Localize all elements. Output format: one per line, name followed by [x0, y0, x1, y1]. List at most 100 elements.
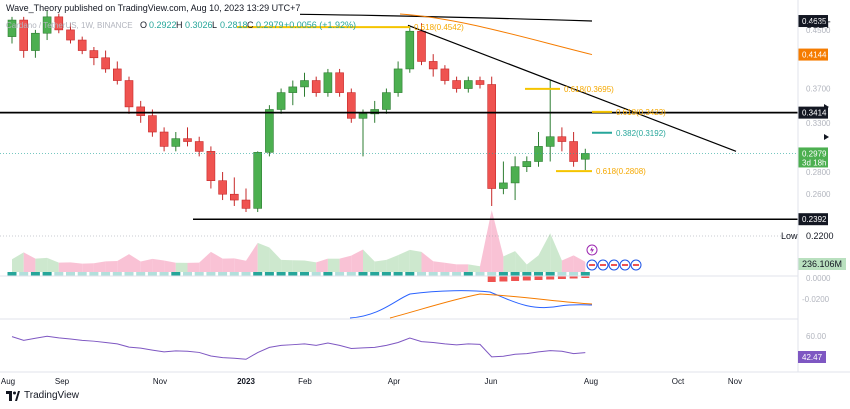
volume-segment — [152, 258, 165, 272]
volume-segment — [327, 258, 340, 272]
candle-body — [265, 109, 274, 153]
macd-histogram-bar — [569, 276, 578, 279]
macd-hist-bar — [510, 272, 520, 276]
candle-body — [124, 80, 134, 108]
candle-body — [300, 80, 309, 88]
macd-hist-bar — [7, 272, 17, 276]
macd-hist-bar — [358, 272, 368, 276]
candle-body — [148, 115, 157, 133]
price-tag-bg — [798, 48, 828, 61]
volume-segment — [409, 249, 422, 272]
macd-hist-bar — [77, 272, 87, 276]
candle-body — [557, 136, 567, 142]
price-tag-label: 0.4144 — [802, 51, 827, 60]
volume-segment — [140, 258, 153, 272]
candle-body — [101, 57, 110, 70]
candle-body — [569, 141, 578, 162]
macd-hist-bar — [335, 272, 345, 276]
macd-hist-bar — [300, 272, 309, 276]
low-label: L — [212, 20, 217, 30]
volume-segment — [363, 249, 375, 272]
candle-body — [89, 50, 99, 59]
macd-hist-bar — [241, 272, 251, 276]
price-tick-1: 0.3700 — [806, 85, 831, 94]
volume-value: 236.106M — [802, 259, 842, 269]
volume-area-layer — [7, 210, 590, 276]
candle-body — [194, 141, 204, 152]
price-tick-3: 0.2800 — [806, 168, 831, 177]
candle-body — [171, 138, 181, 147]
publisher-line: Wave_Theory published on TradingView.com… — [6, 3, 300, 13]
macd-histogram-bar — [499, 276, 508, 282]
volume-segment — [503, 251, 516, 272]
price-tag-label: 0.4635 — [802, 17, 827, 26]
macd-hist-bar — [276, 272, 286, 276]
candle-body — [136, 106, 145, 116]
candle-body — [463, 80, 473, 89]
volume-segment — [47, 257, 59, 272]
macd-hist-bar — [522, 272, 532, 276]
event-icons — [586, 259, 642, 271]
volume-segment — [222, 258, 235, 272]
volume-segment — [304, 260, 317, 272]
macd-tick-0: 0.0000 — [806, 274, 831, 283]
candle-body — [42, 16, 52, 34]
price-tag-bg — [798, 147, 828, 168]
macd-histogram-bar — [522, 276, 531, 281]
macd-hist-bar — [545, 272, 555, 276]
candle-body — [253, 152, 262, 209]
volume-segment — [386, 255, 399, 272]
volume-segment — [351, 249, 363, 272]
candle-body — [499, 182, 508, 189]
macd-hist-bar — [498, 272, 508, 276]
volume-segment — [468, 264, 480, 272]
macd-histogram-bar — [546, 276, 555, 280]
candle-body — [440, 68, 450, 81]
time-axis: Aug Sep Nov 2023 Feb Apr Jun Aug Oct Nov — [1, 377, 742, 386]
earnings-flag-icon-mark — [633, 264, 639, 266]
low-value: 0.2818 — [220, 20, 248, 30]
macd-hist-bar — [218, 272, 228, 276]
volume-segment — [515, 251, 527, 272]
macd-hist-bar — [206, 272, 216, 276]
candle-body — [580, 153, 590, 160]
volume-segment — [269, 247, 282, 272]
candle-body — [218, 180, 227, 195]
time-tick: Feb — [298, 377, 312, 386]
macd-hist-bar — [171, 272, 181, 276]
time-tick: Aug — [1, 377, 15, 386]
volume-segment — [93, 261, 106, 272]
price-tick-0: 0.4500 — [806, 26, 831, 35]
volume-segment — [526, 255, 539, 272]
volume-segment — [82, 263, 94, 272]
macd-hist-bar — [112, 272, 122, 276]
axis-arrow-icon — [824, 104, 829, 110]
macd-hist-bar — [475, 272, 485, 276]
macd-histogram-bar — [534, 276, 543, 280]
volume-segment — [35, 257, 48, 272]
macd-hist-bar — [253, 272, 263, 276]
candle-body — [393, 68, 403, 93]
low-caption: Low — [781, 231, 798, 241]
price-tick-2: 0.3300 — [806, 119, 831, 128]
candle-body — [77, 39, 87, 51]
macd-hist-bar — [405, 272, 415, 276]
macd-hist-bar — [66, 272, 75, 276]
volume-segment — [480, 210, 492, 272]
volume-segment — [164, 260, 176, 272]
time-tick: 2023 — [237, 377, 255, 386]
candle-body — [183, 138, 192, 142]
candles-layer — [7, 10, 590, 213]
macd-histogram-bar — [557, 276, 566, 279]
macd-hist-bar — [42, 272, 52, 276]
macd-hist-bar — [370, 272, 380, 276]
candle-body — [405, 30, 415, 70]
earnings-flag-icon-mark — [589, 264, 595, 266]
candle-body — [534, 146, 543, 162]
tradingview-logo-icon — [6, 390, 20, 401]
candle-body — [31, 32, 40, 51]
candle-body — [276, 92, 286, 110]
candle-body — [335, 72, 344, 93]
close-value: 0.2979 — [256, 20, 284, 30]
price-tag-label: 0.2392 — [802, 215, 827, 224]
